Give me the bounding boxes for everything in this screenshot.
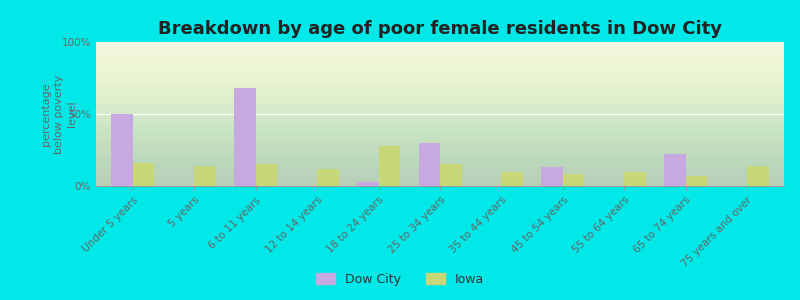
Bar [542, 167, 563, 186]
Bar [256, 164, 278, 186]
Bar [317, 169, 338, 186]
Bar [747, 166, 769, 186]
Bar [664, 154, 686, 186]
Bar [440, 164, 462, 186]
Bar [563, 175, 584, 186]
Bar [133, 163, 154, 186]
Bar [624, 172, 646, 186]
Legend: Dow City, Iowa: Dow City, Iowa [311, 268, 489, 291]
Bar [418, 143, 440, 186]
Bar [502, 172, 523, 186]
Bar [686, 176, 707, 186]
Bar [111, 114, 133, 186]
Bar [357, 182, 378, 186]
Bar [378, 146, 400, 186]
Y-axis label: percentage
below poverty
level: percentage below poverty level [41, 74, 77, 154]
Bar [194, 166, 216, 186]
Bar [234, 88, 256, 186]
Title: Breakdown by age of poor female residents in Dow City: Breakdown by age of poor female resident… [158, 20, 722, 38]
